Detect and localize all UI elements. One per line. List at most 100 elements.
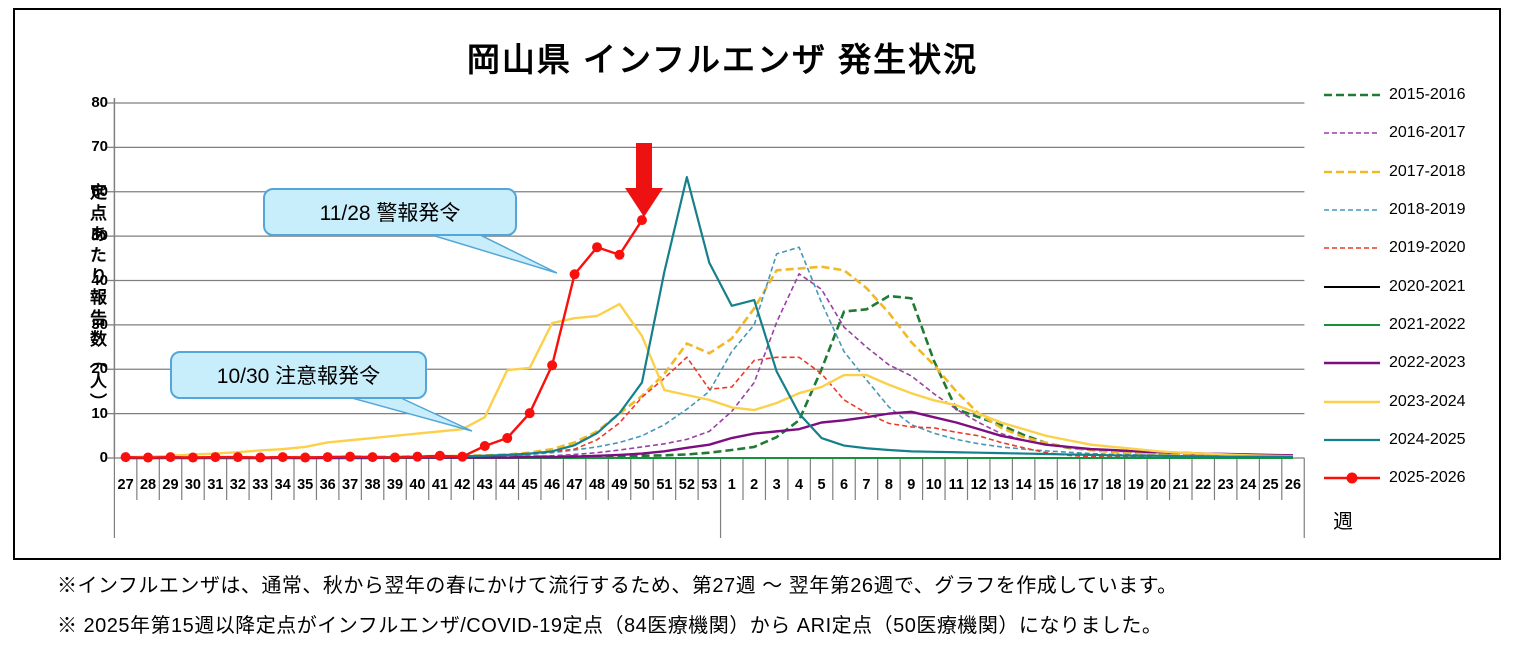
series-marker-2025-2026 <box>187 452 198 463</box>
x-tick-label-week-40: 40 <box>409 477 426 493</box>
x-tick-label-week-2: 2 <box>750 477 759 493</box>
x-tick-label-week-16: 16 <box>1060 477 1077 493</box>
legend-item-2017-2018: 2017-2018 <box>1322 153 1466 191</box>
x-tick-label-week-28: 28 <box>139 477 157 493</box>
x-tick-label-week-13: 13 <box>993 477 1010 493</box>
x-tick-label-week-49: 49 <box>611 477 628 493</box>
legend-item-2021-2022: 2021-2022 <box>1322 306 1466 344</box>
series-marker-2025-2026 <box>434 450 445 461</box>
series-marker-2025-2026 <box>232 452 243 463</box>
y-tick-label-60: 60 <box>91 182 108 200</box>
x-tick-label-week-45: 45 <box>521 477 538 493</box>
x-tick-label-week-52: 52 <box>678 477 695 493</box>
legend-label-2021-2022: 2021-2022 <box>1389 315 1466 333</box>
series-marker-2025-2026 <box>457 451 468 462</box>
x-tick-label-week-14: 14 <box>1015 477 1032 493</box>
y-tick-label-80: 80 <box>91 94 108 111</box>
footnote-line-1: ※インフルエンザは、通常、秋から翌年の春にかけて流行するため、第27週 ～ 翌年… <box>57 575 1178 597</box>
x-tick-label-week-43: 43 <box>476 477 493 493</box>
legend-line-sample-2018-2019 <box>1324 209 1380 211</box>
legend-label-2023-2024: 2023-2024 <box>1389 392 1466 410</box>
series-marker-2025-2026 <box>210 452 221 463</box>
legend-marker-2025-2026 <box>1346 472 1358 484</box>
series-marker-2025-2026 <box>614 249 625 260</box>
x-tick-label-week-11: 11 <box>948 477 964 493</box>
legend-label-2016-2017: 2016-2017 <box>1389 124 1466 142</box>
legend-item-2015-2016: 2015-2016 <box>1322 76 1466 114</box>
series-marker-2025-2026 <box>412 451 423 462</box>
series-marker-2025-2026 <box>502 433 513 444</box>
series-line-2023-2024 <box>125 302 1294 459</box>
x-tick-label-week-24: 24 <box>1240 477 1257 493</box>
x-tick-label-week-41: 41 <box>431 477 448 493</box>
legend-line-sample-2025-2026 <box>1324 472 1380 484</box>
x-axis-unit-label: 週 <box>1333 511 1353 533</box>
footnotes: ※インフルエンザは、通常、秋から翌年の春にかけて流行するため、第27週 ～ 翌年… <box>57 566 1178 646</box>
x-tick-label-week-36: 36 <box>319 477 336 493</box>
x-tick-label-week-51: 51 <box>656 477 673 493</box>
legend-line-sample-2016-2017 <box>1324 132 1380 135</box>
legend-line-sample-2020-2021 <box>1324 285 1380 288</box>
x-tick-label-week-46: 46 <box>544 477 561 493</box>
x-tick-label-week-10: 10 <box>925 477 942 493</box>
y-tick-label-10: 10 <box>91 404 108 422</box>
x-tick-label-week-8: 8 <box>884 477 893 493</box>
series-marker-2025-2026 <box>367 452 378 463</box>
legend-item-2025-2026: 2025-2026 <box>1322 459 1466 497</box>
x-tick-label-week-35: 35 <box>297 477 314 493</box>
x-tick-label-week-25: 25 <box>1262 477 1279 493</box>
y-tick-label-20: 20 <box>91 360 108 378</box>
x-tick-label-week-20: 20 <box>1150 477 1167 493</box>
legend-label-2025-2026: 2025-2026 <box>1389 469 1466 487</box>
y-tick-label-40: 40 <box>91 271 108 289</box>
legend-label-2020-2021: 2020-2021 <box>1389 277 1466 295</box>
legend-item-2018-2019: 2018-2019 <box>1322 191 1466 229</box>
series-marker-2025-2026 <box>390 452 400 463</box>
x-tick-label-week-32: 32 <box>229 477 246 493</box>
y-tick-label-0: 0 <box>99 449 108 466</box>
series-marker-2025-2026 <box>143 452 154 463</box>
x-tick-label-week-37: 37 <box>342 477 359 493</box>
y-axis-title: 定点あたり報告数（人） <box>87 183 106 414</box>
x-tick-label-week-29: 29 <box>162 477 179 493</box>
annotation-advisory-callout: 10/30 注意報発令 <box>170 351 427 399</box>
legend-line-sample-2022-2023 <box>1324 362 1380 365</box>
legend-item-2016-2017: 2016-2017 <box>1322 114 1466 152</box>
annotation-advisory-text: 10/30 注意報発令 <box>216 365 381 388</box>
series-marker-2025-2026 <box>277 452 288 463</box>
x-tick-label-week-31: 31 <box>207 477 224 493</box>
legend-line-sample-2017-2018 <box>1324 170 1380 174</box>
series-marker-2025-2026 <box>479 441 490 452</box>
series-marker-2025-2026 <box>547 360 558 371</box>
x-tick-label-week-3: 3 <box>772 477 781 493</box>
series-marker-2025-2026 <box>322 452 333 463</box>
x-tick-label-week-6: 6 <box>839 477 849 493</box>
x-tick-label-week-12: 12 <box>970 477 987 493</box>
legend-line-sample-2024-2025 <box>1324 438 1380 441</box>
legend-label-2019-2020: 2019-2020 <box>1389 239 1466 257</box>
y-tick-label-70: 70 <box>91 138 108 156</box>
legend-item-2019-2020: 2019-2020 <box>1322 229 1466 267</box>
x-tick-label-week-1: 1 <box>727 477 736 493</box>
series-marker-2025-2026 <box>636 215 647 226</box>
x-tick-label-week-33: 33 <box>252 477 269 493</box>
x-tick-label-week-21: 21 <box>1172 477 1189 493</box>
x-tick-label-week-9: 9 <box>907 477 916 493</box>
series-marker-2025-2026 <box>165 452 176 463</box>
legend-item-2024-2025: 2024-2025 <box>1322 421 1466 459</box>
legend-line-sample-2021-2022 <box>1324 323 1380 326</box>
series-marker-2025-2026 <box>300 452 311 463</box>
legend-item-2020-2021: 2020-2021 <box>1322 267 1466 305</box>
legend-label-2017-2018: 2017-2018 <box>1389 162 1466 180</box>
series-marker-2025-2026 <box>569 269 580 280</box>
x-tick-label-week-53: 53 <box>701 477 718 493</box>
annotation-alert-text: 11/28 警報発令 <box>319 202 461 225</box>
down-arrow-icon <box>625 143 663 217</box>
x-tick-label-week-17: 17 <box>1082 477 1099 493</box>
annotation-alert-callout: 11/28 警報発令 <box>263 188 517 236</box>
x-tick-label-week-18: 18 <box>1105 477 1122 493</box>
x-tick-label-week-47: 47 <box>566 477 583 493</box>
x-tick-label-week-38: 38 <box>364 477 381 493</box>
